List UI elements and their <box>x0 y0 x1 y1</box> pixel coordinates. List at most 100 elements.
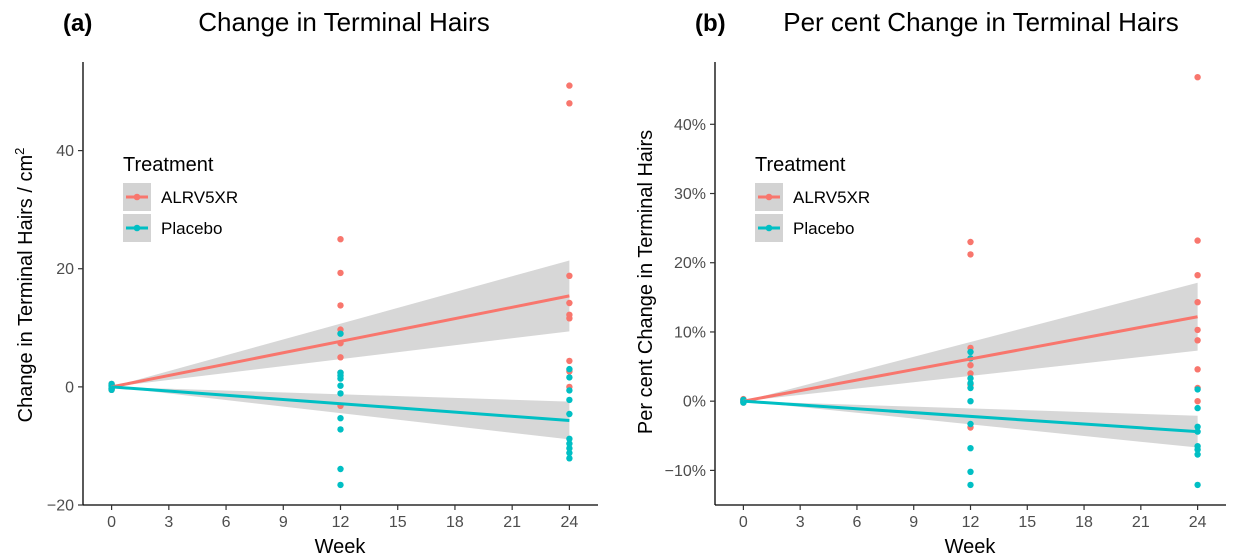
panel-b-fit-line-placebo <box>743 399 1198 434</box>
panel-b-point-alrv5xr-14 <box>1194 299 1201 306</box>
panel-b-y-tick-label-1: 0% <box>683 394 706 411</box>
panel-a-axes: 0 3 6 9 12 15 18 21 24 −20 0 20 40 <box>47 62 598 531</box>
panel-a-point-placebo-16 <box>566 374 573 381</box>
panel-a-y-axis-title-sup: 2 <box>12 148 27 155</box>
panel-b-legend-dot-alrv5xr <box>765 193 773 201</box>
panel-a-point-alrv5xr-7 <box>337 302 344 309</box>
panel-a-point-placebo-21 <box>566 440 573 447</box>
panel-a-x-tick-label-6: 18 <box>446 514 464 531</box>
panel-b-point-alrv5xr-5 <box>967 251 974 258</box>
panel-a-point-alrv5xr-14 <box>566 100 573 107</box>
panel-b-x-tick-label-4: 12 <box>962 514 980 531</box>
panel-a-point-alrv5xr-6 <box>337 269 344 277</box>
panel-b: (b) Per cent Change in Terminal Hairs 0 3… <box>635 7 1226 558</box>
panel-a-x-tick-label-1: 3 <box>164 514 173 531</box>
panel-a-fit-line-placebo <box>111 385 570 423</box>
panel-b-x-tick-label-2: 6 <box>852 514 861 531</box>
panel-a-y-tick-label-0: −20 <box>47 498 74 515</box>
panel-b-fit-line-alrv5xr <box>743 315 1198 403</box>
panel-a: (a) Change in Terminal Hairs 0 3 6 9 12 15 18 2… <box>12 7 598 558</box>
panel-b-point-placebo-19 <box>1194 451 1201 458</box>
panel-a-point-placebo-12 <box>337 426 344 433</box>
panel-a-x-tick-label-2: 6 <box>222 514 231 531</box>
panel-a-y-axis-title: Change in Terminal Hairs / cm2 <box>12 148 37 423</box>
panel-b-point-alrv5xr-17 <box>1194 366 1201 373</box>
panel-b-y-tick-label-5: 40% <box>674 117 706 134</box>
panel-b-point-alrv5xr-16 <box>1194 337 1201 344</box>
panel-b-y-axis-title: Per cent Change in Terminal Hairs <box>635 130 657 434</box>
panel-b-x-tick-label-5: 15 <box>1018 514 1036 531</box>
panel-b-point-placebo-5 <box>967 375 974 382</box>
panel-b-legend: Treatment ALRV5XR Placebo <box>755 154 870 242</box>
panel-a-x-tick-label-3: 9 <box>279 514 288 531</box>
panel-a-ribbon-alrv5xr <box>111 260 570 387</box>
panel-a-fit-line-alrv5xr <box>111 294 570 389</box>
panel-a-point-placebo-20 <box>566 435 573 442</box>
panel-b-point-alrv5xr-19 <box>1194 398 1201 405</box>
panel-a-point-alrv5xr-15 <box>566 272 573 279</box>
panel-a-point-placebo-14 <box>337 481 344 489</box>
panel-a-legend-dot-placebo <box>133 224 141 232</box>
panel-b-x-tick-label-8: 24 <box>1189 514 1207 531</box>
panel-a-title: Change in Terminal Hairs <box>198 7 489 37</box>
panel-a-y-axis-title-main: Change in Terminal Hairs / cm <box>15 155 37 423</box>
panel-b-legend-dot-placebo <box>765 224 773 232</box>
panel-b-point-placebo-11 <box>967 468 974 475</box>
panel-a-point-placebo-9 <box>337 382 344 389</box>
panel-a-legend-label-alrv5xr: ALRV5XR <box>161 188 238 207</box>
panel-b-y-tick-label-4: 30% <box>674 186 706 203</box>
panel-b-fit-lines <box>743 315 1198 434</box>
panel-a-fit-lines <box>111 294 570 423</box>
panel-b-legend-label-placebo: Placebo <box>793 219 854 238</box>
panel-a-point-placebo-10 <box>337 390 344 397</box>
panel-b-point-placebo-12 <box>967 481 974 489</box>
panel-a-point-placebo-19 <box>566 410 573 418</box>
panel-b-ribbon-alrv5xr <box>743 282 1198 402</box>
panel-a-legend: Treatment ALRV5XR Placebo <box>123 154 238 242</box>
panel-b-x-tick-label-3: 9 <box>909 514 918 531</box>
panel-b-point-alrv5xr-15 <box>1194 326 1201 334</box>
panel-a-point-alrv5xr-5 <box>337 236 344 243</box>
panel-a-x-tick-label-8: 24 <box>560 514 578 531</box>
panel-a-ribbons <box>111 260 570 440</box>
panel-a-x-axis-title: Week <box>315 536 367 558</box>
panel-b-point-alrv5xr-12 <box>1194 237 1201 244</box>
panel-a-point-placebo-22 <box>566 445 573 452</box>
panel-a-point-placebo-11 <box>337 415 344 422</box>
panel-b-point-alrv5xr-7 <box>967 362 974 369</box>
panel-a-x-tick-label-5: 15 <box>389 514 407 531</box>
panel-a-point-placebo-13 <box>337 465 344 473</box>
panel-a-ribbon-placebo <box>111 386 570 440</box>
panel-a-y-tick-label-2: 20 <box>56 261 74 278</box>
panel-b-point-alrv5xr-13 <box>1194 272 1201 279</box>
panel-b-axes: 0 3 6 9 12 15 18 21 24 −10% 0% 10% 20% 30% 40% <box>665 62 1226 531</box>
panel-a-x-tick-label-0: 0 <box>107 514 116 531</box>
panel-b-ribbon-placebo <box>743 401 1198 448</box>
panel-a-point-placebo-17 <box>566 387 573 394</box>
panel-a-point-placebo-8 <box>337 375 344 382</box>
panel-b-y-tick-label-0: −10% <box>665 463 706 480</box>
panel-a-legend-dot-alrv5xr <box>133 193 141 201</box>
panel-a-point-placebo-23 <box>566 449 573 457</box>
panel-b-point-placebo-20 <box>1194 481 1201 489</box>
panel-b-tag: (b) <box>695 10 726 37</box>
panel-b-y-tick-label-3: 20% <box>674 255 706 272</box>
panel-b-point-alrv5xr-11 <box>1194 74 1201 81</box>
panel-b-point-placebo-14 <box>1194 404 1201 412</box>
panel-a-point-placebo-5 <box>337 330 344 337</box>
panel-a-x-tick-label-7: 21 <box>503 514 521 531</box>
panel-a-y-tick-label-3: 40 <box>56 143 74 160</box>
panel-b-legend-label-alrv5xr: ALRV5XR <box>793 188 870 207</box>
panel-b-point-placebo-13 <box>1194 386 1201 393</box>
panel-b-y-tick-label-2: 10% <box>674 324 706 341</box>
panel-a-point-alrv5xr-18 <box>566 315 573 322</box>
panel-b-legend-title: Treatment <box>755 154 846 176</box>
panel-a-point-placebo-24 <box>566 455 573 462</box>
panel-b-point-placebo-7 <box>967 384 974 392</box>
panel-b-point-placebo-6 <box>967 380 974 387</box>
panel-a-point-placebo-18 <box>566 396 573 404</box>
panel-b-x-tick-label-1: 3 <box>796 514 805 531</box>
panel-a-x-tick-label-4: 12 <box>332 514 350 531</box>
panel-a-point-alrv5xr-16 <box>566 299 573 307</box>
panel-a-point-alrv5xr-13 <box>566 82 573 89</box>
